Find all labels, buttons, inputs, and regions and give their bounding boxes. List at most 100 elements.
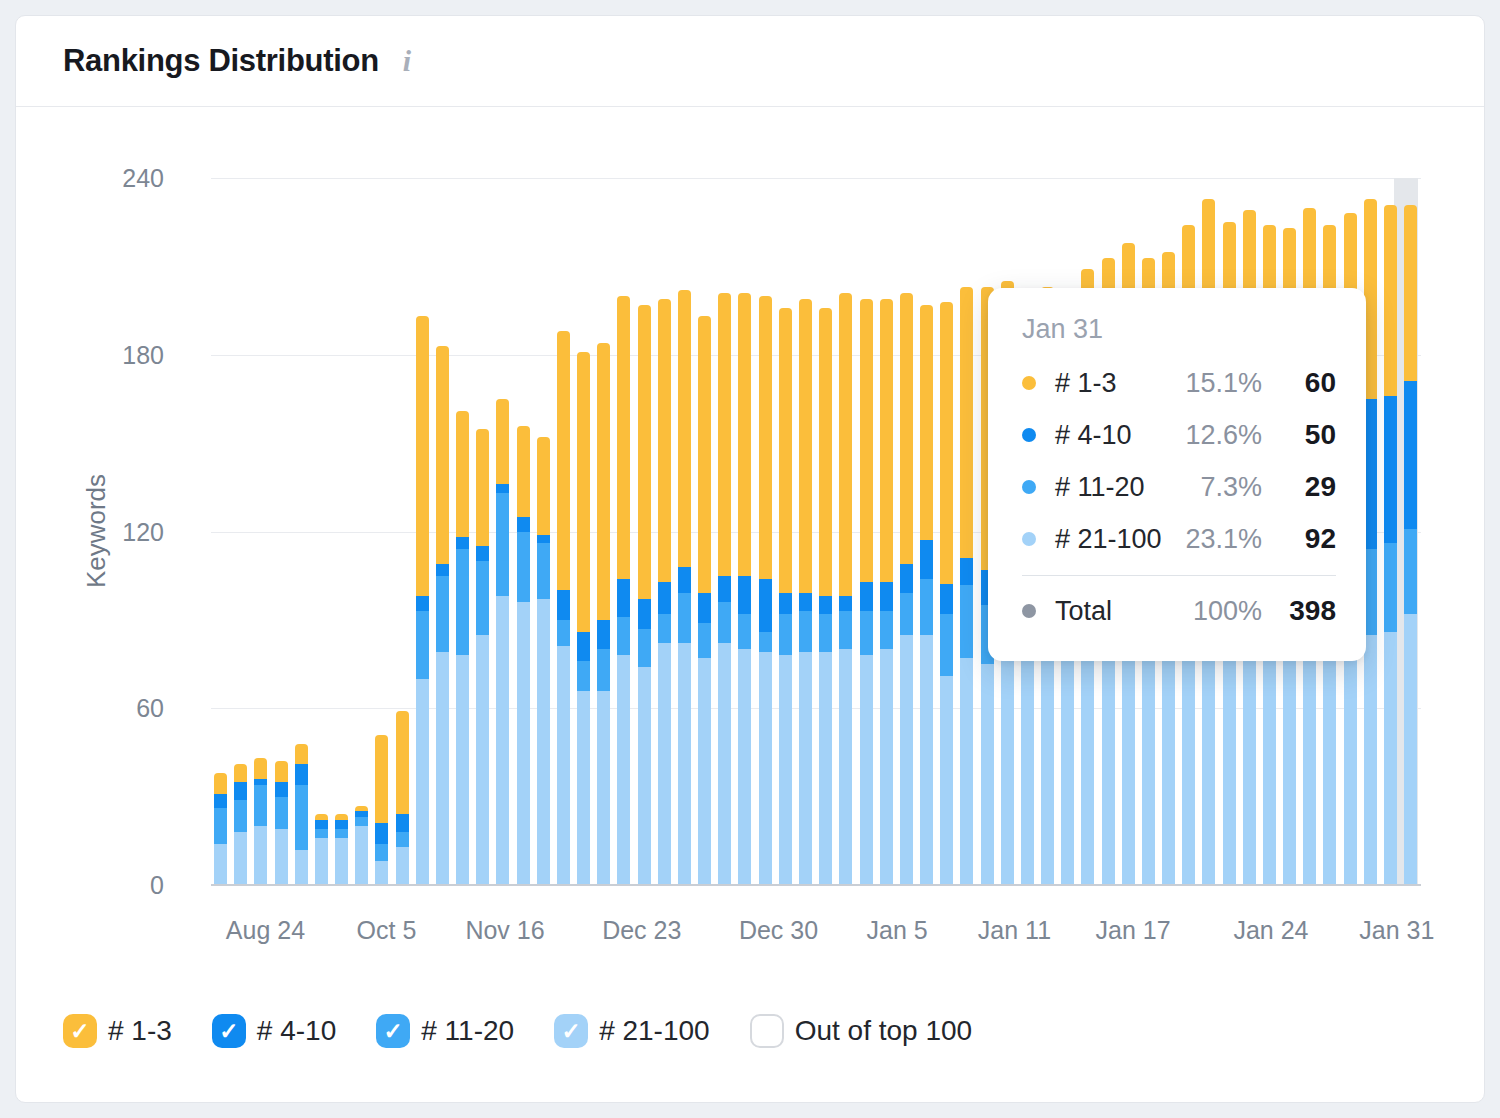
y-axis-tick-label: 240 [54, 164, 164, 192]
bar-segment-11-20 [396, 832, 409, 847]
bar-segment-21-100 [1041, 661, 1054, 885]
bar-segment-1-3 [860, 299, 873, 582]
checkbox-checked[interactable]: ✓ [63, 1014, 97, 1048]
bar-segment-4-10 [658, 582, 671, 614]
stacked-bar[interactable] [900, 293, 913, 885]
checkmark-icon: ✓ [70, 1020, 89, 1043]
bar-segment-1-3 [759, 296, 772, 579]
tooltip-rows: # 1-315.1%60# 4-1012.6%50# 11-207.3%29# … [1022, 357, 1336, 565]
tooltip-row: # 11-207.3%29 [1022, 461, 1336, 513]
tooltip-row: # 21-10023.1%92 [1022, 513, 1336, 565]
x-axis-tick-label: Aug 24 [226, 916, 305, 945]
stacked-bar[interactable] [658, 299, 671, 885]
stacked-bar[interactable] [476, 429, 489, 885]
stacked-bar[interactable] [759, 296, 772, 885]
stacked-bar[interactable] [819, 308, 832, 885]
stacked-bar[interactable] [839, 293, 852, 885]
bar-segment-4-10 [960, 558, 973, 585]
legend-item-label: # 4-10 [257, 1015, 336, 1047]
bar-segment-1-3 [597, 343, 610, 620]
bar-segment-11-20 [315, 829, 328, 838]
stacked-bar[interactable] [1384, 205, 1397, 885]
stacked-bar[interactable] [517, 426, 530, 885]
bar-segment-1-3 [396, 711, 409, 814]
bar-segment-21-100 [597, 691, 610, 885]
stacked-bar[interactable] [335, 814, 348, 885]
stacked-bar[interactable] [234, 764, 247, 885]
bar-segment-21-100 [1001, 661, 1014, 885]
bar-segment-4-10 [617, 579, 630, 617]
stacked-bar[interactable] [617, 296, 630, 885]
stacked-bar[interactable] [678, 290, 691, 885]
legend-item-1-3[interactable]: ✓# 1-3 [63, 1014, 172, 1048]
stacked-bar[interactable] [456, 411, 469, 885]
stacked-bar[interactable] [355, 806, 368, 885]
stacked-bar[interactable] [214, 773, 227, 885]
stacked-bar[interactable] [436, 346, 449, 885]
bar-segment-21-100 [416, 679, 429, 885]
stacked-bar[interactable] [537, 437, 550, 885]
stacked-bar[interactable] [698, 316, 711, 885]
bar-segment-21-100 [456, 655, 469, 885]
bar-segment-1-3 [779, 308, 792, 594]
bar-segment-4-10 [396, 814, 409, 832]
stacked-bar[interactable] [960, 287, 973, 885]
bar-segment-21-100 [1384, 632, 1397, 885]
chart-tooltip: Jan 31 # 1-315.1%60# 4-1012.6%50# 11-207… [988, 288, 1366, 661]
tooltip-divider [1022, 575, 1336, 576]
stacked-bar[interactable] [880, 299, 893, 885]
legend-item-11-20[interactable]: ✓# 11-20 [376, 1014, 514, 1048]
legend-item-4-10[interactable]: ✓ # 4-10 [212, 1014, 336, 1048]
stacked-bar[interactable] [1404, 205, 1417, 885]
x-axis-tick-label: Jan 24 [1233, 916, 1308, 945]
stacked-bar[interactable] [254, 758, 267, 885]
bar-segment-11-20 [759, 632, 772, 653]
bar-segment-11-20 [860, 611, 873, 655]
series-dot [1022, 376, 1036, 390]
stacked-bar[interactable] [779, 308, 792, 885]
x-axis-tick-label: Jan 17 [1095, 916, 1170, 945]
stacked-bar[interactable] [638, 305, 651, 885]
checkbox-checked[interactable]: ✓ [554, 1014, 588, 1048]
checkbox-checked[interactable]: ✓ [376, 1014, 410, 1048]
stacked-bar[interactable] [940, 302, 953, 885]
bar-segment-4-10 [577, 632, 590, 662]
tooltip-row: # 1-315.1%60 [1022, 357, 1336, 409]
stacked-bar[interactable] [860, 299, 873, 885]
bar-segment-4-10 [234, 782, 247, 800]
stacked-bar[interactable] [275, 761, 288, 885]
stacked-bar[interactable] [799, 299, 812, 885]
legend-item-21-100[interactable]: ✓# 21-100 [554, 1014, 710, 1048]
bar-segment-21-100 [436, 652, 449, 885]
stacked-bar[interactable] [315, 814, 328, 885]
checkbox-checked[interactable]: ✓ [212, 1014, 246, 1048]
stacked-bar[interactable] [496, 399, 509, 885]
stacked-bar[interactable] [577, 352, 590, 885]
info-icon[interactable]: i [403, 46, 411, 76]
bar-segment-4-10 [880, 582, 893, 612]
stacked-bar[interactable] [718, 293, 731, 885]
bar-segment-21-100 [1081, 658, 1094, 885]
bar-segment-21-100 [375, 861, 388, 885]
stacked-bar[interactable] [597, 343, 610, 885]
bar-segment-4-10 [476, 546, 489, 561]
stacked-bar[interactable] [738, 293, 751, 885]
stacked-bar[interactable] [416, 316, 429, 885]
stacked-bar[interactable] [557, 331, 570, 885]
stacked-bar[interactable] [375, 735, 388, 885]
legend-item-out-of-top-100[interactable]: Out of top 100 [750, 1014, 972, 1048]
bar-segment-1-3 [275, 761, 288, 782]
bar-segment-21-100 [1102, 655, 1115, 885]
tooltip-series-value: 92 [1262, 523, 1336, 555]
stacked-bar[interactable] [295, 744, 308, 885]
bar-segment-11-20 [416, 611, 429, 679]
bar-segment-4-10 [799, 593, 812, 611]
stacked-bar[interactable] [920, 305, 933, 885]
bar-segment-21-100 [355, 826, 368, 885]
x-axis-tick-label: Dec 30 [739, 916, 818, 945]
bar-segment-11-20 [698, 623, 711, 658]
stacked-bar[interactable] [396, 711, 409, 885]
x-axis-tick-label: Oct 5 [357, 916, 417, 945]
checkbox-unchecked[interactable] [750, 1014, 784, 1048]
bar-segment-21-100 [940, 676, 953, 885]
